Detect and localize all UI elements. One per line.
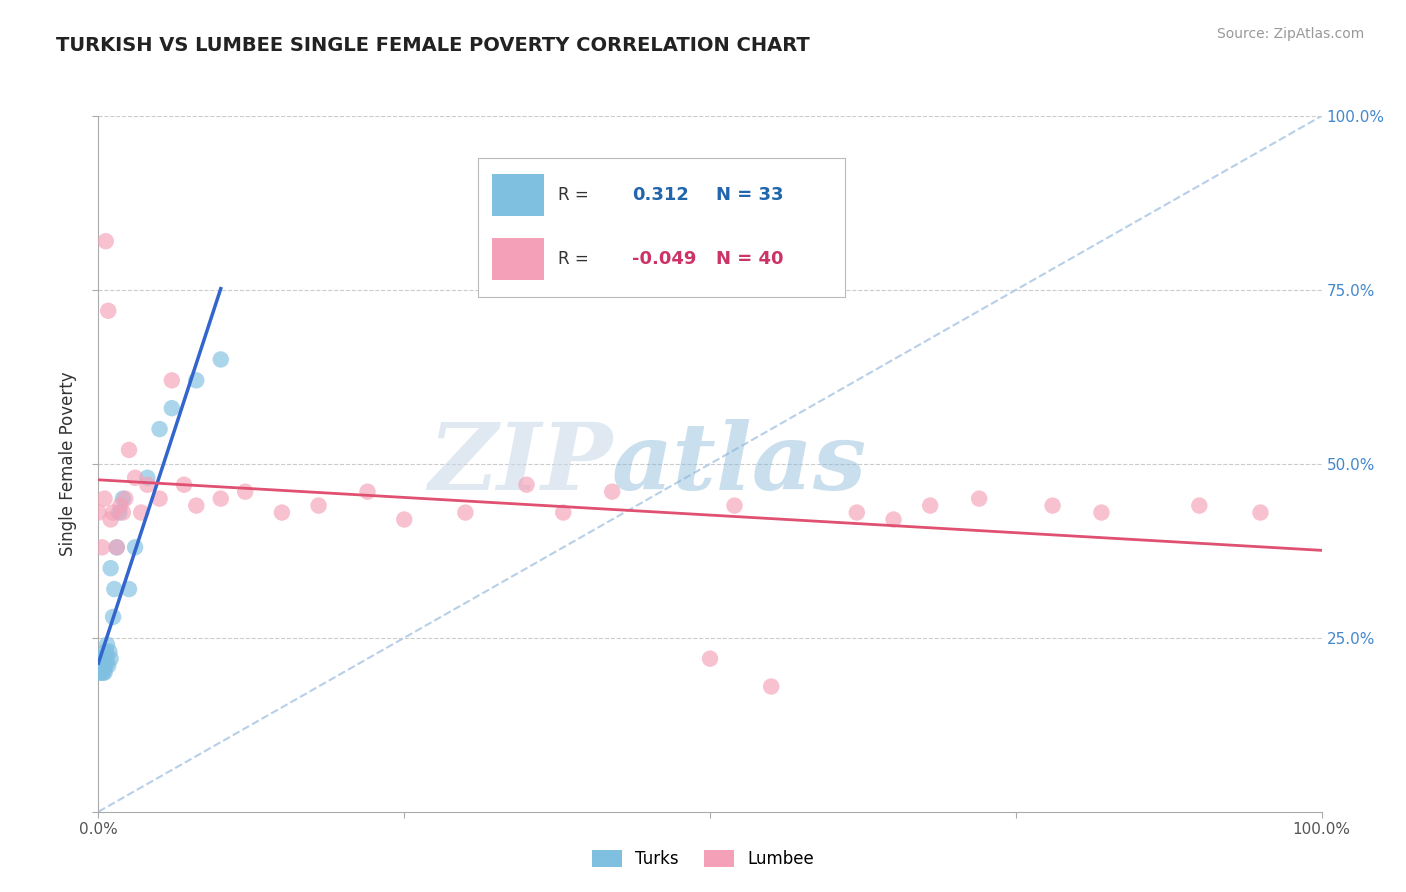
Point: [94, 645, 117, 659]
Point: [103, 582, 125, 596]
Point: [118, 582, 141, 596]
Point: [173, 477, 195, 491]
Point: [93, 491, 115, 506]
Point: [91, 651, 114, 665]
Point: [149, 491, 172, 506]
Point: [91, 541, 114, 555]
Text: N = 40: N = 40: [716, 251, 783, 268]
Point: [136, 471, 159, 485]
Point: [920, 499, 942, 513]
Point: [1042, 499, 1064, 513]
Point: [91, 665, 114, 680]
Point: [233, 484, 256, 499]
FancyBboxPatch shape: [492, 175, 544, 216]
Point: [1188, 499, 1211, 513]
Point: [136, 477, 159, 491]
Point: [129, 506, 152, 520]
Point: [100, 651, 122, 665]
Point: [98, 645, 121, 659]
Text: -0.049: -0.049: [631, 251, 696, 268]
Point: [515, 477, 537, 491]
Text: atlas: atlas: [612, 419, 868, 508]
Point: [270, 506, 294, 520]
Point: [97, 658, 120, 673]
Point: [93, 658, 115, 673]
Point: [124, 541, 146, 555]
Point: [553, 506, 575, 520]
Point: [90, 651, 112, 665]
Text: N = 33: N = 33: [716, 186, 783, 204]
Text: ZIP: ZIP: [427, 419, 612, 508]
Point: [308, 499, 330, 513]
Point: [114, 491, 136, 506]
Point: [392, 512, 416, 526]
Point: [1090, 506, 1112, 520]
Text: R =: R =: [558, 251, 589, 268]
Point: [100, 561, 122, 575]
Point: [111, 491, 134, 506]
Point: [149, 422, 172, 436]
Text: R =: R =: [558, 186, 589, 204]
Point: [87, 506, 110, 520]
Point: [186, 499, 208, 513]
Point: [91, 651, 114, 665]
Point: [600, 484, 623, 499]
Point: [105, 541, 128, 555]
Point: [110, 499, 132, 513]
Point: [160, 373, 183, 387]
Point: [845, 506, 868, 520]
Point: [105, 541, 128, 555]
Point: [96, 638, 118, 652]
Text: TURKISH VS LUMBEE SINGLE FEMALE POVERTY CORRELATION CHART: TURKISH VS LUMBEE SINGLE FEMALE POVERTY …: [56, 36, 810, 54]
Point: [699, 651, 721, 665]
Point: [97, 303, 120, 318]
Point: [356, 484, 378, 499]
Point: [761, 680, 783, 694]
Point: [124, 471, 146, 485]
Point: [94, 234, 117, 248]
FancyBboxPatch shape: [492, 238, 544, 280]
Legend: Turks, Lumbee: Turks, Lumbee: [585, 843, 821, 875]
Point: [101, 506, 124, 520]
Point: [1249, 506, 1271, 520]
Point: [883, 512, 905, 526]
Text: Source: ZipAtlas.com: Source: ZipAtlas.com: [1216, 27, 1364, 41]
Point: [160, 401, 183, 416]
Point: [91, 665, 114, 680]
Point: [209, 352, 232, 367]
Point: [454, 506, 477, 520]
Point: [967, 491, 990, 506]
Point: [94, 658, 117, 673]
Point: [89, 651, 111, 665]
Text: 0.312: 0.312: [631, 186, 689, 204]
Point: [118, 442, 141, 457]
Point: [90, 665, 112, 680]
Point: [89, 658, 111, 673]
Point: [100, 512, 122, 526]
Point: [209, 491, 232, 506]
Point: [723, 499, 745, 513]
Y-axis label: Single Female Poverty: Single Female Poverty: [59, 372, 77, 556]
Point: [108, 506, 131, 520]
Point: [87, 665, 110, 680]
Point: [101, 610, 124, 624]
Point: [93, 665, 115, 680]
Point: [111, 506, 134, 520]
Point: [96, 651, 118, 665]
Point: [93, 651, 115, 665]
Point: [91, 658, 114, 673]
Point: [186, 373, 208, 387]
